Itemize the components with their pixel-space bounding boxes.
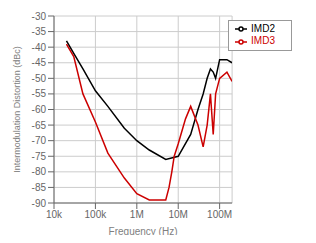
- svg-text:1M: 1M: [130, 209, 144, 220]
- svg-text:-55: -55: [32, 88, 47, 99]
- svg-text:-40: -40: [32, 42, 47, 53]
- svg-text:100k: 100k: [85, 209, 108, 220]
- svg-text:Intermodulation Distortion (dB: Intermodulation Distortion (dBc): [12, 46, 22, 173]
- svg-text:-70: -70: [32, 135, 47, 146]
- svg-text:-80: -80: [32, 166, 47, 177]
- html-text:IMD3: IMD3: [251, 35, 275, 47]
- svg-text:10k: 10k: [46, 209, 63, 220]
- svg-text:-50: -50: [32, 73, 47, 84]
- svg-text:-30: -30: [32, 11, 47, 22]
- svg-text:100M: 100M: [207, 209, 232, 220]
- svg-text:-90: -90: [32, 198, 47, 209]
- svg-text:-85: -85: [32, 182, 47, 193]
- svg-text:-75: -75: [32, 151, 47, 162]
- svg-text:-60: -60: [32, 104, 47, 115]
- html-text:IMD2: IMD2: [251, 23, 275, 34]
- svg-text:-35: -35: [32, 26, 47, 37]
- svg-text:-65: -65: [32, 120, 47, 131]
- svg-text:10M: 10M: [168, 209, 187, 220]
- svg-text:-45: -45: [32, 57, 47, 68]
- svg-text:Frequency (Hz): Frequency (Hz): [109, 226, 178, 235]
